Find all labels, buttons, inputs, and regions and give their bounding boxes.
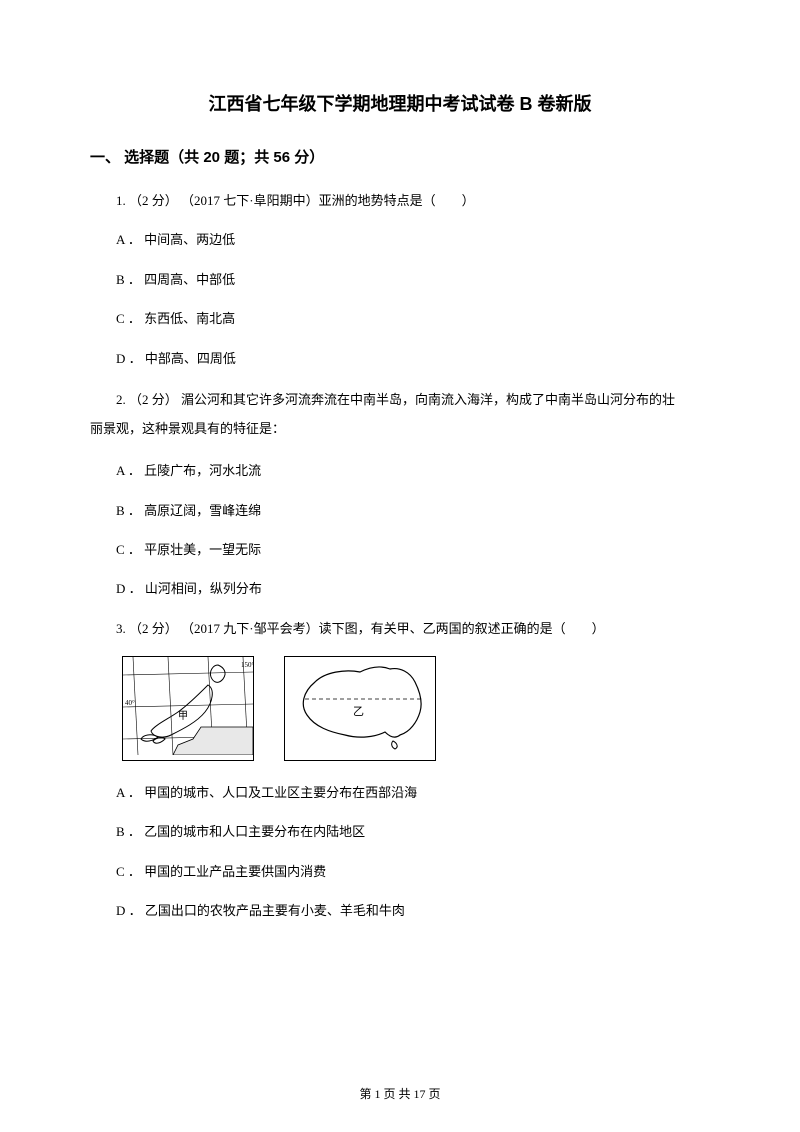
- map-images-row: 150° 40° 130° 甲 乙: [122, 656, 710, 761]
- q3-stem: 3. （2 分） （2017 九下·邹平会考）读下图，有关甲、乙两国的叙述正确的…: [90, 617, 710, 640]
- q2-option-b: B ． 高原辽阔，雪峰连绵: [90, 499, 710, 522]
- q1-stem: 1. （2 分） （2017 七下·阜阳期中）亚洲的地势特点是（ ）: [90, 189, 710, 212]
- svg-text:150°: 150°: [241, 661, 253, 669]
- q1-option-b: B ． 四周高、中部低: [90, 268, 710, 291]
- japan-map: 150° 40° 130° 甲: [122, 656, 254, 761]
- q3-option-d: D ． 乙国出口的农牧产品主要有小麦、羊毛和牛肉: [90, 899, 710, 922]
- page-title: 江西省七年级下学期地理期中考试试卷 B 卷新版: [90, 90, 710, 116]
- svg-text:40°: 40°: [125, 699, 135, 707]
- svg-text:乙: 乙: [353, 705, 364, 718]
- q2-option-c: C ． 平原壮美，一望无际: [90, 538, 710, 561]
- q2-line1: 2. （2 分） 湄公河和其它许多河流奔流在中南半岛，向南流入海洋，构成了中南半…: [90, 386, 710, 415]
- q2-option-a: A ． 丘陵广布，河水北流: [90, 459, 710, 482]
- q3-option-c: C ． 甲国的工业产品主要供国内消费: [90, 860, 710, 883]
- page-footer: 第 1 页 共 17 页: [0, 1085, 800, 1102]
- q3-option-b: B ． 乙国的城市和人口主要分布在内陆地区: [90, 820, 710, 843]
- q2-line2: 丽景观，这种景观具有的特征是：: [90, 421, 285, 436]
- svg-text:甲: 甲: [178, 711, 188, 722]
- q1-option-a: A ． 中间高、两边低: [90, 228, 710, 251]
- q2-stem: 2. （2 分） 湄公河和其它许多河流奔流在中南半岛，向南流入海洋，构成了中南半…: [90, 386, 710, 443]
- section-heading: 一、 选择题（共 20 题；共 56 分）: [90, 146, 710, 167]
- q1-option-c: C ． 东西低、南北高: [90, 307, 710, 330]
- australia-map: 乙: [284, 656, 436, 761]
- q2-option-d: D ． 山河相间，纵列分布: [90, 577, 710, 600]
- q3-option-a: A ． 甲国的城市、人口及工业区主要分布在西部沿海: [90, 781, 710, 804]
- q1-option-d: D ． 中部高、四周低: [90, 347, 710, 370]
